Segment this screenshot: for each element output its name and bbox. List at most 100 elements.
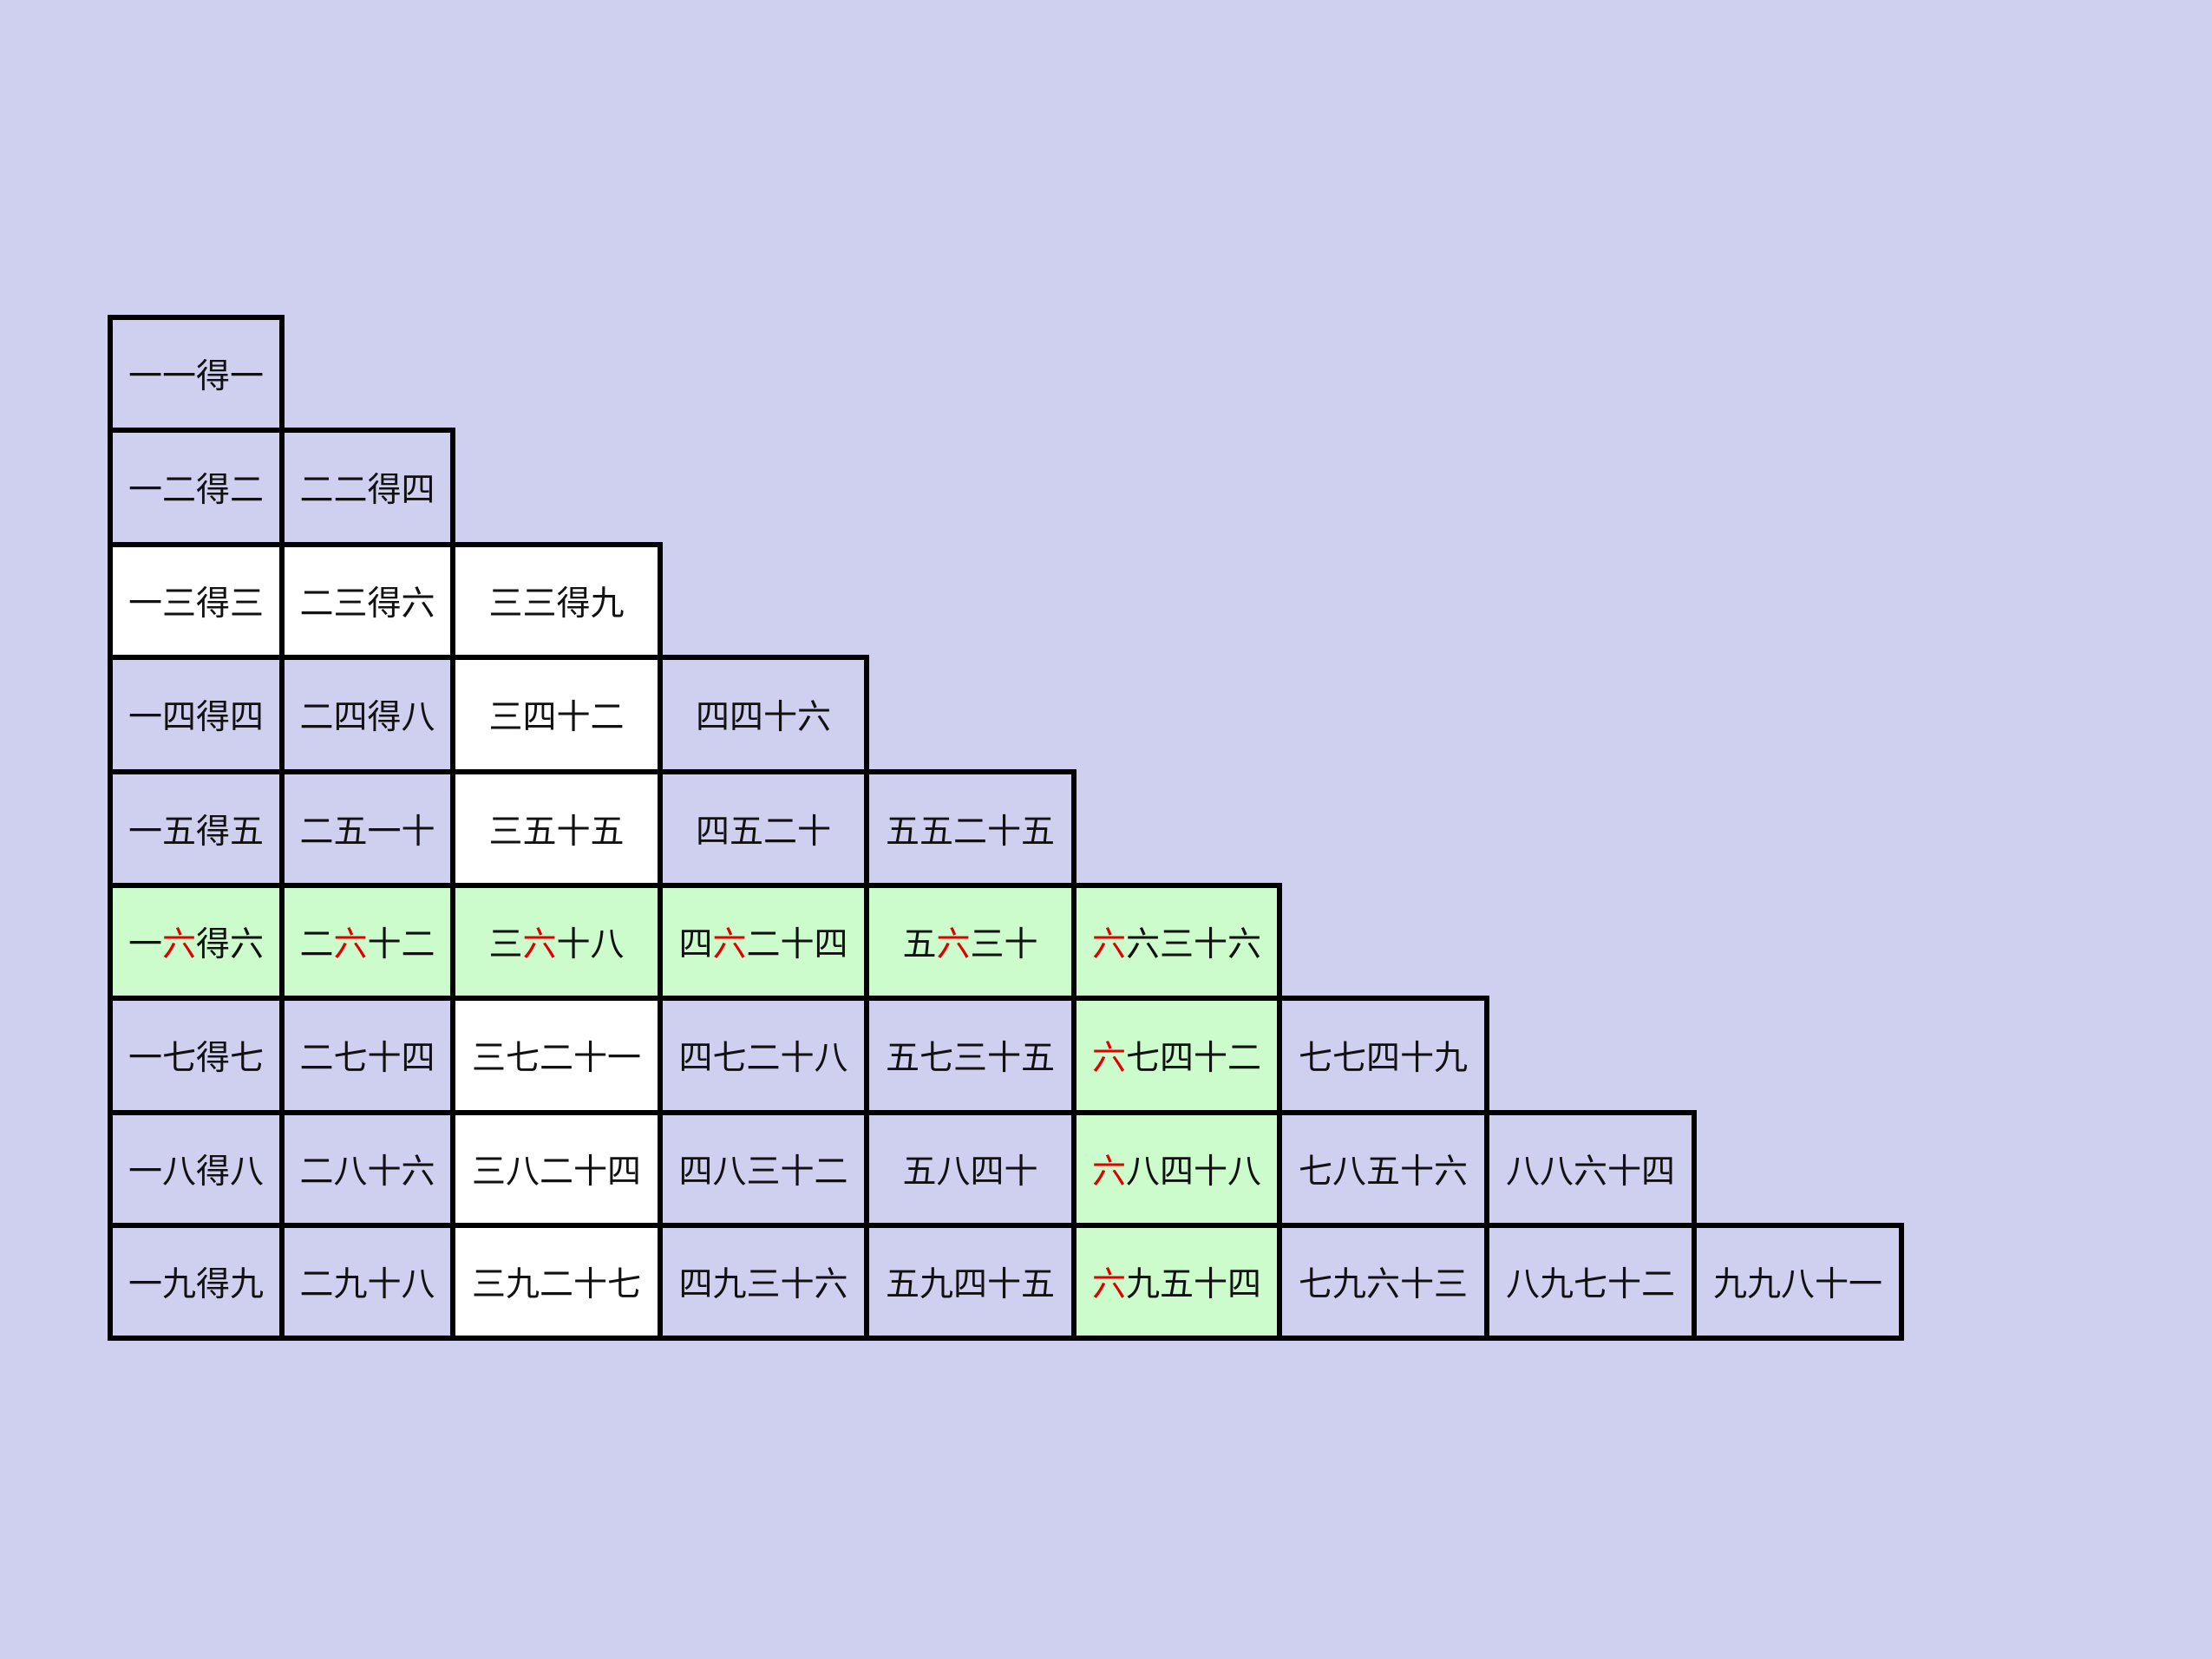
cell-text: 三七二十一 — [471, 1039, 642, 1078]
highlight-char: 六 — [161, 925, 196, 964]
cell-text: 一三得三 — [128, 585, 265, 624]
cell-text: 五五二十五 — [885, 812, 1056, 852]
table-cell: 一三得三 — [108, 542, 285, 660]
highlight-char: 六 — [936, 925, 971, 964]
table-cell: 五九四十五 — [864, 1223, 1077, 1341]
table-cell: 六九五十四 — [1071, 1223, 1282, 1341]
cell-text: 二九十八 — [299, 1265, 435, 1304]
table-cell: 三七二十一 — [450, 996, 663, 1115]
table-cell: 一四得四 — [108, 655, 285, 774]
table-cell: 五七三十五 — [864, 996, 1077, 1115]
table-cell: 八九七十二 — [1484, 1223, 1697, 1341]
table-cell: 六八四十八 — [1071, 1110, 1282, 1228]
cell-text: 八八六十四 — [1505, 1153, 1676, 1192]
highlight-char: 六 — [712, 925, 747, 964]
cell-text: 四九三十六 — [678, 1265, 848, 1304]
table-cell: 一七得七 — [108, 996, 285, 1115]
table-cell: 八八六十四 — [1484, 1110, 1697, 1228]
cell-text: 一六得六 — [128, 925, 265, 964]
cell-text: 八九七十二 — [1505, 1265, 1676, 1304]
table-cell: 四六二十四 — [658, 883, 869, 1001]
cell-text: 七八五十六 — [1298, 1153, 1469, 1192]
cell-text: 六七四十二 — [1091, 1039, 1262, 1078]
cell-text: 一八得八 — [128, 1153, 265, 1192]
cell-text: 九九八十一 — [1712, 1265, 1883, 1304]
cell-text: 二六十二 — [299, 925, 435, 964]
table-cell: 九九八十一 — [1692, 1223, 1904, 1341]
table-cell: 七九六十三 — [1277, 1223, 1489, 1341]
cell-text: 五八四十 — [902, 1153, 1038, 1192]
table-cell: 二八十六 — [279, 1110, 455, 1228]
highlight-char: 六 — [333, 925, 368, 964]
highlight-char: 六 — [1091, 1039, 1126, 1078]
table-cell: 四五二十 — [658, 769, 869, 888]
cell-text: 三六十八 — [488, 925, 625, 964]
table-cell: 六七四十二 — [1071, 996, 1282, 1115]
cell-text: 四五二十 — [695, 812, 832, 852]
cell-text: 五九四十五 — [885, 1265, 1056, 1304]
table-cell: 四八三十二 — [658, 1110, 869, 1228]
table-cell: 三四十二 — [450, 655, 663, 774]
table-cell: 二七十四 — [279, 996, 455, 1115]
highlight-char: 六 — [1091, 1265, 1126, 1304]
cell-text: 六六三十六 — [1091, 925, 1262, 964]
cell-text: 四四十六 — [695, 698, 832, 737]
table-cell: 三八二十四 — [450, 1110, 663, 1228]
table-cell: 一二得二 — [108, 428, 285, 547]
table-cell: 二六十二 — [279, 883, 455, 1001]
cell-text: 二三得六 — [299, 585, 435, 624]
table-cell: 六六三十六 — [1071, 883, 1282, 1001]
highlight-char: 六 — [1091, 1153, 1126, 1192]
table-cell: 四七二十八 — [658, 996, 869, 1115]
cell-text: 二八十六 — [299, 1153, 435, 1192]
cell-text: 四七二十八 — [678, 1039, 848, 1078]
cell-text: 二四得八 — [299, 698, 435, 737]
highlight-char: 六 — [1091, 925, 1126, 964]
cell-text: 一五得五 — [128, 812, 265, 852]
table-cell: 四九三十六 — [658, 1223, 869, 1341]
highlight-char: 六 — [522, 925, 557, 964]
cell-text: 三四十二 — [488, 698, 625, 737]
table-cell: 二五一十 — [279, 769, 455, 888]
cell-text: 一九得九 — [128, 1265, 265, 1304]
cell-text: 七九六十三 — [1298, 1265, 1469, 1304]
table-cell: 一五得五 — [108, 769, 285, 888]
cell-text: 二七十四 — [299, 1039, 435, 1078]
table-cell: 五八四十 — [864, 1110, 1077, 1228]
table-cell: 七七四十九 — [1277, 996, 1489, 1115]
cell-text: 三五十五 — [488, 812, 625, 852]
cell-text: 五六三十 — [902, 925, 1038, 964]
cell-text: 一一得一 — [128, 357, 265, 396]
cell-text: 七七四十九 — [1298, 1039, 1469, 1078]
table-cell: 五六三十 — [864, 883, 1077, 1001]
cell-text: 六九五十四 — [1091, 1265, 1262, 1304]
table-cell: 二四得八 — [279, 655, 455, 774]
cell-text: 五七三十五 — [885, 1039, 1056, 1078]
cell-text: 三八二十四 — [471, 1153, 642, 1192]
table-cell: 四四十六 — [658, 655, 869, 774]
table-cell: 三五十五 — [450, 769, 663, 888]
table-cell: 七八五十六 — [1277, 1110, 1489, 1228]
table-cell: 二三得六 — [279, 542, 455, 660]
table-cell: 二二得四 — [279, 428, 455, 547]
table-cell: 一九得九 — [108, 1223, 285, 1341]
cell-text: 二二得四 — [299, 471, 435, 510]
table-cell: 二九十八 — [279, 1223, 455, 1341]
table-cell: 一六得六 — [108, 883, 285, 1001]
cell-text: 四六二十四 — [678, 925, 848, 964]
table-cell: 一一得一 — [108, 315, 285, 433]
cell-text: 一七得七 — [128, 1039, 265, 1078]
table-cell: 三六十八 — [450, 883, 663, 1001]
cell-text: 三九二十七 — [471, 1265, 642, 1304]
cell-text: 一四得四 — [128, 698, 265, 737]
table-cell: 三九二十七 — [450, 1223, 663, 1341]
cell-text: 三三得九 — [488, 585, 625, 624]
cell-text: 二五一十 — [299, 812, 435, 852]
table-cell: 一八得八 — [108, 1110, 285, 1228]
cell-text: 一二得二 — [128, 471, 265, 510]
table-cell: 三三得九 — [450, 542, 663, 660]
cell-text: 六八四十八 — [1091, 1153, 1262, 1192]
cell-text: 四八三十二 — [678, 1153, 848, 1192]
table-cell: 五五二十五 — [864, 769, 1077, 888]
